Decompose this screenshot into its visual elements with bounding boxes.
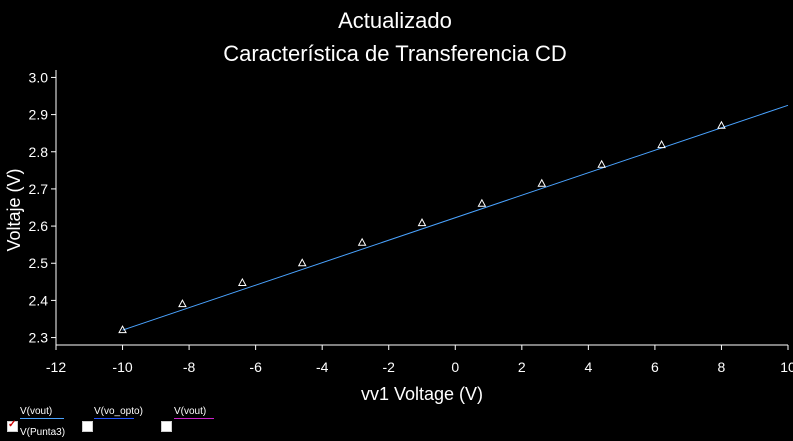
x-tick-label: 6 xyxy=(651,359,659,375)
y-tick-label: 2.6 xyxy=(29,218,49,234)
x-tick-label: -6 xyxy=(249,359,262,375)
axes xyxy=(55,70,788,346)
plot-area: Actualizado Característica de Transferen… xyxy=(4,8,793,404)
data-marker xyxy=(657,140,666,149)
data-marker xyxy=(717,120,726,129)
x-tick-label: 10 xyxy=(780,359,793,375)
legend-line-vo-opto xyxy=(94,418,134,419)
data-marker xyxy=(537,178,547,187)
legend-entry-vout[interactable]: V(vout) xyxy=(20,406,64,419)
series-line-vout xyxy=(122,104,789,331)
y-tick-label: 2.9 xyxy=(29,107,49,123)
legend: V(vout) V(Punta3) V(vo_opto) V(vout) xyxy=(0,406,793,441)
x-tick-label: -10 xyxy=(112,359,132,375)
legend-line-vout xyxy=(20,418,64,419)
legend-label-vout: V(vout) xyxy=(20,406,53,417)
data-marker xyxy=(357,237,367,246)
data-marker xyxy=(237,277,247,286)
legend-checkbox-vo-opto[interactable] xyxy=(82,421,93,432)
y-tick-label: 2.7 xyxy=(29,181,49,197)
data-marker xyxy=(477,198,487,207)
y-tick-label: 2.5 xyxy=(29,255,49,271)
chart-title-line1: Actualizado xyxy=(338,8,452,33)
x-tick-label: 0 xyxy=(451,359,459,375)
legend-checkbox-vout[interactable] xyxy=(7,419,18,432)
x-tick-label: -8 xyxy=(183,359,196,375)
data-marker xyxy=(417,218,427,227)
y-tick-label: 2.4 xyxy=(29,292,49,308)
legend-label-vout-2: V(vout) xyxy=(174,406,207,417)
y-axis-label: Voltaje (V) xyxy=(4,168,24,251)
legend-entry-vout-2[interactable]: V(vout) xyxy=(174,406,214,419)
x-tick-label: 8 xyxy=(718,359,726,375)
ticks: -12 -10 -8 -6 -4 -2 0 2 4 6 8 10 2.3 2.4 2.5 2.6 2.7 2.8 2… xyxy=(29,69,793,375)
data-marker xyxy=(178,299,187,308)
markers-group xyxy=(118,120,726,334)
x-axis-label: vv1 Voltage (V) xyxy=(361,384,483,404)
legend-line-vout-2 xyxy=(174,418,214,419)
x-tick-label: -2 xyxy=(383,359,396,375)
x-tick-label: 4 xyxy=(584,359,592,375)
y-tick-label: 2.3 xyxy=(29,330,49,346)
chart-title-line2: Característica de Transferencia CD xyxy=(223,41,567,66)
data-marker xyxy=(297,258,307,267)
x-tick-label: 2 xyxy=(518,359,526,375)
legend-label-vo-opto: V(vo_opto) xyxy=(94,406,143,417)
legend-entry-vo-opto[interactable]: V(vo_opto) xyxy=(94,406,143,419)
y-tick-label: 3.0 xyxy=(29,69,49,85)
x-tick-label: -12 xyxy=(46,359,66,375)
x-tick-label: -4 xyxy=(316,359,329,375)
legend-sub-label: V(Punta3) xyxy=(20,427,66,438)
legend-checkbox-vout-2[interactable] xyxy=(161,421,172,432)
series-group xyxy=(122,104,789,331)
data-marker xyxy=(597,159,607,168)
y-tick-label: 2.8 xyxy=(29,144,49,160)
data-marker xyxy=(118,325,127,334)
